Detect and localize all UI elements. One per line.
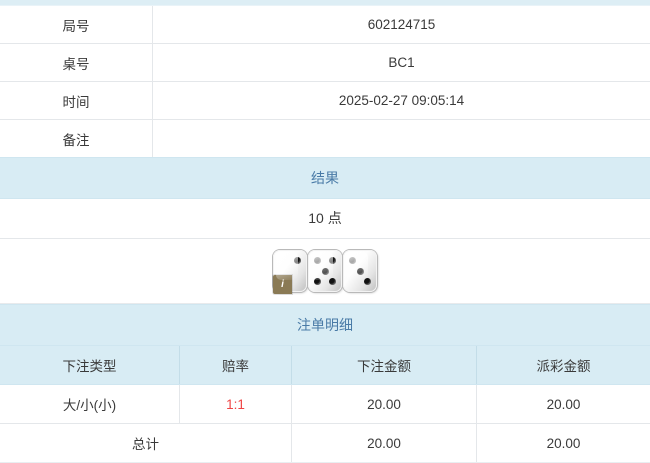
- info-label-time: 时间: [0, 82, 153, 120]
- dice-group: i: [273, 250, 377, 292]
- cell-payout-amount: 20.00: [477, 385, 650, 424]
- bet-detail-section-header: 注单明细: [0, 304, 650, 346]
- cell-odds: 1:1: [180, 385, 292, 424]
- cell-total-payout-amount: 20.00: [477, 424, 650, 463]
- info-label-round-no: 局号: [0, 6, 153, 44]
- column-header-bet-type: 下注类型: [0, 346, 180, 385]
- table-header-row: 下注类型 赔率 下注金额 派彩金额: [0, 346, 650, 385]
- die-pip: [349, 257, 356, 264]
- column-header-odds: 赔率: [180, 346, 292, 385]
- bet-detail-table: 下注类型 赔率 下注金额 派彩金额 大/小(小) 1:1 20.00 20.00…: [0, 346, 650, 463]
- info-value-time: 2025-02-27 09:05:14: [153, 82, 650, 120]
- column-header-bet-amount: 下注金额: [292, 346, 477, 385]
- cell-bet-type: 大/小(小): [0, 385, 180, 424]
- die-pip: [314, 278, 321, 285]
- die-pip: [329, 257, 336, 264]
- info-label-remark: 备注: [0, 120, 153, 158]
- die-3: [343, 250, 377, 292]
- info-value-table-no: BC1: [153, 44, 650, 82]
- result-section-header: 结果: [0, 157, 650, 199]
- die-pip: [357, 268, 364, 275]
- table-row: 局号 602124715: [0, 6, 650, 44]
- die-1: i: [273, 250, 307, 292]
- die-pip: [294, 257, 301, 264]
- game-info-table: 局号 602124715 桌号 BC1 时间 2025-02-27 09:05:…: [0, 6, 650, 157]
- cell-total-label: 总计: [0, 424, 292, 463]
- info-label-table-no: 桌号: [0, 44, 153, 82]
- die-pip: [314, 257, 321, 264]
- die-pip: [322, 268, 329, 275]
- result-points-text: 10 点: [0, 199, 650, 239]
- table-row: 大/小(小) 1:1 20.00 20.00: [0, 385, 650, 424]
- die-pip: [364, 278, 371, 285]
- table-row: 时间 2025-02-27 09:05:14: [0, 82, 650, 120]
- die-pip: [329, 278, 336, 285]
- cell-total-bet-amount: 20.00: [292, 424, 477, 463]
- die-2: [308, 250, 342, 292]
- dice-display-row: i: [0, 239, 650, 304]
- info-value-round-no: 602124715: [153, 6, 650, 44]
- column-header-payout: 派彩金额: [477, 346, 650, 385]
- table-row: 桌号 BC1: [0, 44, 650, 82]
- info-icon[interactable]: i: [273, 275, 292, 294]
- info-value-remark: [153, 120, 650, 158]
- table-row: 备注: [0, 120, 650, 158]
- table-row-total: 总计 20.00 20.00: [0, 424, 650, 463]
- cell-bet-amount: 20.00: [292, 385, 477, 424]
